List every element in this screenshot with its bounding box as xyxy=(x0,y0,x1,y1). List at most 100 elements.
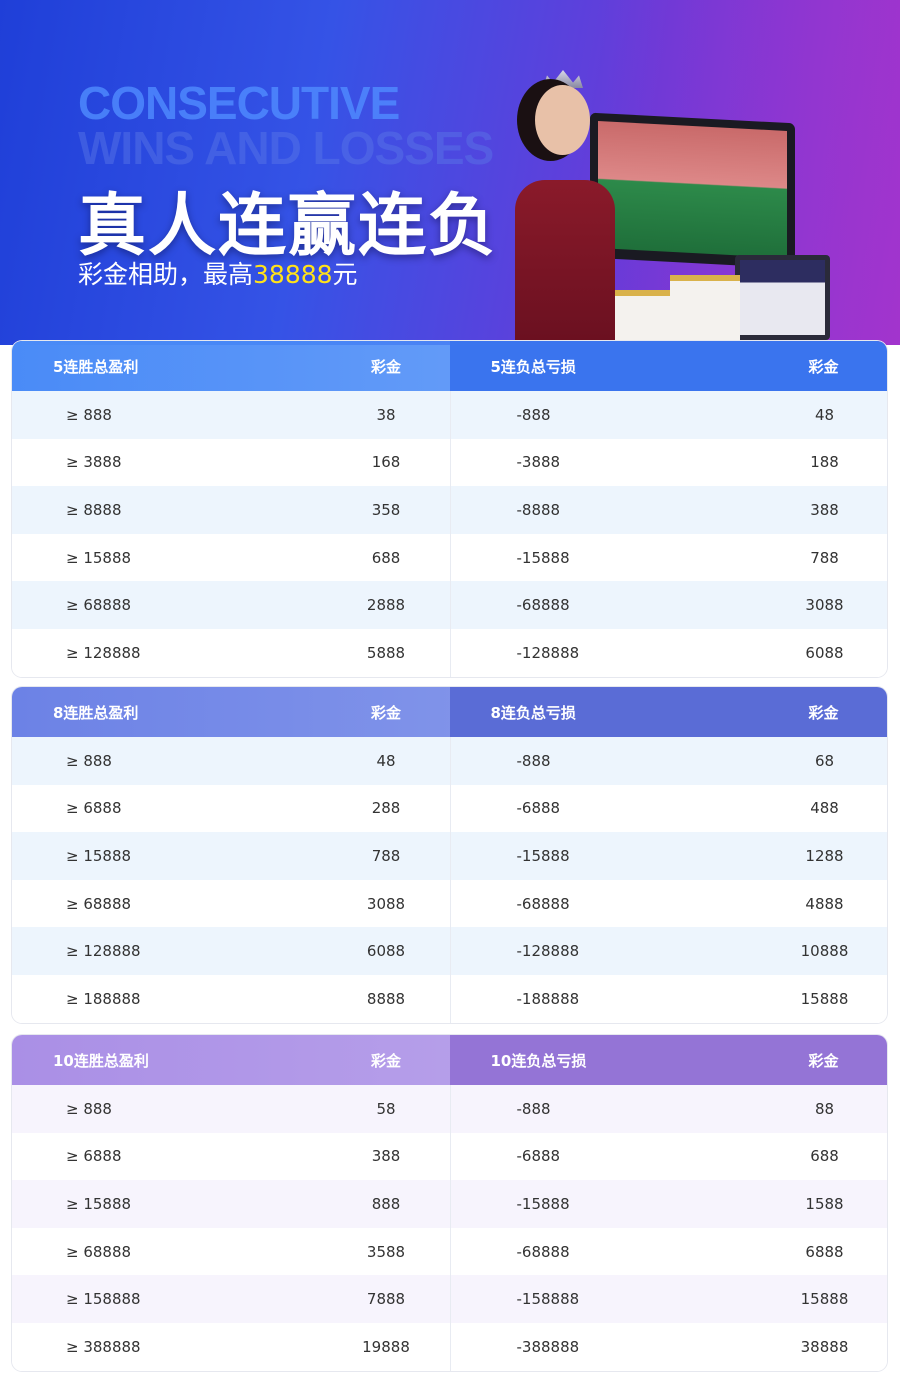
loss-threshold: -68888 xyxy=(516,894,570,913)
loss-cell: -6888 488 xyxy=(449,784,888,833)
loss-cell: -68888 6888 xyxy=(449,1227,888,1276)
loss-threshold: -888 xyxy=(516,1099,551,1118)
win-cell: ≥ 158888 7888 xyxy=(12,1275,450,1323)
win-cell: ≥ 888 38 xyxy=(12,391,450,439)
loss-threshold: -15888 xyxy=(516,1194,570,1213)
table-row: ≥ 6888 388 -6888 688 xyxy=(12,1132,888,1181)
loss-cell: -15888 788 xyxy=(449,533,888,582)
table-row: ≥ 188888 8888 -188888 15888 xyxy=(12,974,888,1023)
table-row: ≥ 888 58 -888 88 xyxy=(12,1085,887,1133)
subtitle-suffix: 元 xyxy=(332,260,358,289)
loss-cell: -158888 15888 xyxy=(449,1275,888,1323)
win-cell: ≥ 68888 3588 xyxy=(12,1228,450,1276)
loss-threshold: -388888 xyxy=(516,1337,580,1356)
loss-threshold: -888 xyxy=(516,405,551,424)
win-threshold: ≥ 68888 xyxy=(66,1242,132,1261)
gift-box-image xyxy=(615,290,675,345)
win-threshold: ≥ 158888 xyxy=(66,1290,141,1309)
win-threshold: ≥ 888 xyxy=(66,1099,112,1118)
win-threshold: ≥ 888 xyxy=(66,405,112,424)
loss-threshold: -68888 xyxy=(516,1242,570,1261)
win-header-label: 8连胜总盈利 xyxy=(53,703,139,722)
table-row: ≥ 15888 788 -15888 1288 xyxy=(12,832,887,880)
win-cell: ≥ 6888 288 xyxy=(12,785,450,833)
loss-threshold: -8888 xyxy=(516,500,561,519)
win-threshold: ≥ 128888 xyxy=(66,643,141,662)
win-threshold: ≥ 68888 xyxy=(66,894,132,913)
loss-cell: -888 48 xyxy=(449,391,888,439)
win-cell: ≥ 15888 688 xyxy=(12,534,450,582)
win-header-cell: 10连胜总盈利 彩金 xyxy=(12,1035,450,1085)
loss-threshold: -128888 xyxy=(516,942,580,961)
win-threshold: ≥ 6888 xyxy=(66,1147,122,1166)
loss-header-label: 5连负总亏损 xyxy=(490,357,576,376)
win-cell: ≥ 8888 358 xyxy=(12,486,450,534)
win-cell: ≥ 128888 6088 xyxy=(12,927,450,975)
gift-box-image xyxy=(670,275,740,345)
loss-cell: -188888 15888 xyxy=(449,974,888,1023)
table-row: ≥ 888 48 -888 68 xyxy=(12,737,887,785)
loss-header-label: 8连负总亏损 xyxy=(490,703,576,722)
win-cell: ≥ 15888 788 xyxy=(12,832,450,880)
win-threshold: ≥ 388888 xyxy=(66,1337,141,1356)
loss-threshold: -6888 xyxy=(516,1147,561,1166)
banner-english-line-1: CONSECUTIVE xyxy=(78,77,400,129)
loss-threshold: -6888 xyxy=(516,799,561,818)
table-row: ≥ 388888 19888 -388888 38888 xyxy=(12,1322,887,1371)
win-header-cell: 8连胜总盈利 彩金 xyxy=(12,687,450,737)
table-row: ≥ 68888 2888 -68888 3088 xyxy=(12,581,887,629)
loss-threshold: -128888 xyxy=(516,643,580,662)
subtitle-amount: 38888 xyxy=(253,260,333,289)
win-cell: ≥ 888 58 xyxy=(12,1085,450,1133)
loss-header-cell: 8连负总亏损 彩金 xyxy=(449,687,887,737)
win-cell: ≥ 388888 19888 xyxy=(12,1323,450,1371)
loss-threshold: -68888 xyxy=(516,596,570,615)
loss-header-cell: 5连负总亏损 彩金 xyxy=(449,341,887,391)
win-cell: ≥ 68888 3088 xyxy=(12,880,450,928)
loss-header-cell: 10连负总亏损 彩金 xyxy=(449,1035,887,1085)
table-row: ≥ 158888 7888 -158888 15888 xyxy=(12,1275,887,1323)
loss-cell: -6888 688 xyxy=(449,1132,888,1181)
loss-cell: -128888 6088 xyxy=(449,628,888,677)
table-row: ≥ 68888 3088 -68888 4888 xyxy=(12,879,887,928)
banner-subtitle: 彩金相助，最高38888元 xyxy=(78,255,358,291)
loss-header-label: 10连负总亏损 xyxy=(490,1051,587,1070)
loss-cell: -128888 10888 xyxy=(449,927,888,975)
loss-cell: -68888 3088 xyxy=(449,581,888,629)
table-row: ≥ 15888 688 -15888 788 xyxy=(12,533,888,582)
table-row: ≥ 68888 3588 -68888 6888 xyxy=(12,1227,888,1276)
win-header-cell: 5连胜总盈利 彩金 xyxy=(12,341,450,391)
win-threshold: ≥ 188888 xyxy=(66,989,141,1008)
loss-threshold: -3888 xyxy=(516,453,561,472)
win-threshold: ≥ 6888 xyxy=(66,799,122,818)
table-row: ≥ 888 38 -888 48 xyxy=(12,391,887,439)
win-cell: ≥ 15888 888 xyxy=(12,1180,450,1228)
loss-cell: -3888 188 xyxy=(449,438,888,487)
loss-threshold: -158888 xyxy=(516,1290,580,1309)
loss-cell: -15888 1288 xyxy=(449,832,888,880)
banner-title: 真人连赢连负 xyxy=(78,187,499,266)
loss-threshold: -188888 xyxy=(516,989,580,1008)
win-cell: ≥ 128888 5888 xyxy=(12,629,450,677)
bonus-table: 5连胜总盈利 彩金 5连负总亏损 彩金 ≥ 888 38 -888 48 ≥ 3… xyxy=(12,341,887,677)
win-cell: ≥ 68888 2888 xyxy=(12,581,450,629)
win-cell: ≥ 6888 388 xyxy=(12,1133,450,1181)
win-threshold: ≥ 15888 xyxy=(66,548,132,567)
win-threshold: ≥ 8888 xyxy=(66,500,122,519)
subtitle-prefix: 彩金相助，最高 xyxy=(78,260,254,289)
win-header-label: 10连胜总盈利 xyxy=(53,1051,149,1070)
win-header-label: 5连胜总盈利 xyxy=(53,357,139,376)
bonus-table: 8连胜总盈利 彩金 8连负总亏损 彩金 ≥ 888 48 -888 68 ≥ 6… xyxy=(12,687,887,1023)
win-threshold: ≥ 888 xyxy=(66,751,112,770)
table-row: ≥ 128888 6088 -128888 10888 xyxy=(12,927,887,975)
table-row: ≥ 3888 168 -3888 188 xyxy=(12,438,888,487)
table-header: 8连胜总盈利 彩金 8连负总亏损 彩金 xyxy=(12,687,887,737)
win-threshold: ≥ 15888 xyxy=(66,846,132,865)
loss-threshold: -15888 xyxy=(516,548,570,567)
loss-threshold: -888 xyxy=(516,751,551,770)
tablet-image xyxy=(735,255,830,340)
table-row: ≥ 8888 358 -8888 388 xyxy=(12,486,887,534)
table-header: 10连胜总盈利 彩金 10连负总亏损 彩金 xyxy=(12,1035,887,1085)
win-threshold: ≥ 3888 xyxy=(66,453,122,472)
loss-cell: -8888 388 xyxy=(449,486,888,534)
